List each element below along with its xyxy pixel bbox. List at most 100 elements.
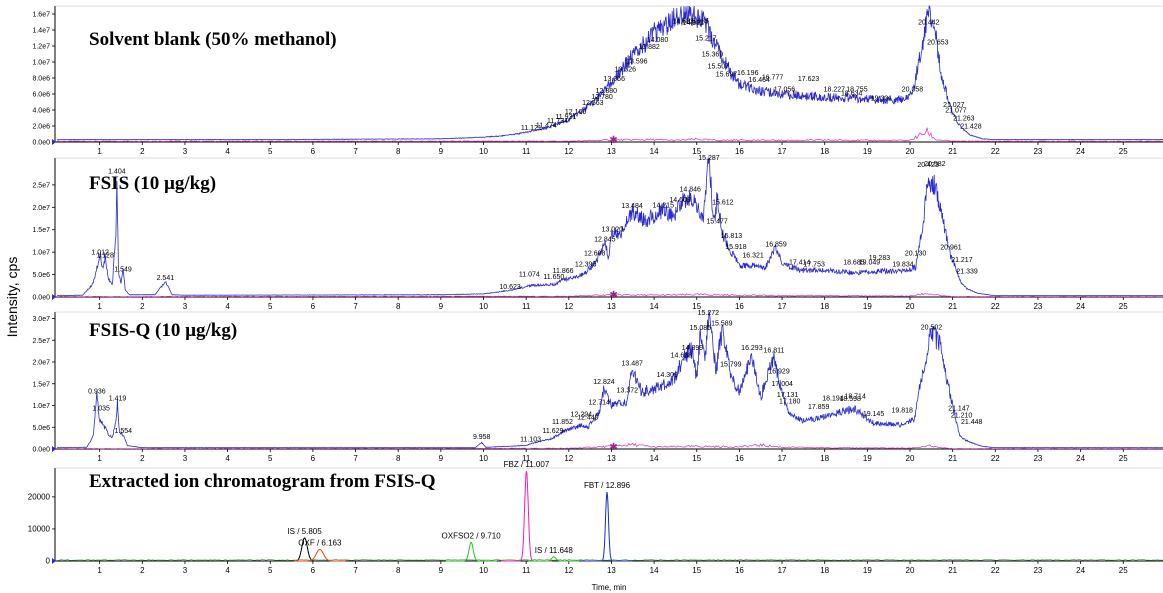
x-tick-label: 5: [268, 147, 273, 156]
x-tick-label: 22: [991, 302, 1000, 311]
peak-label: 1.549: [114, 266, 132, 273]
x-tick-label: 4: [225, 302, 230, 311]
peak-label: 14.638: [671, 353, 693, 360]
peak-label: 16.777: [762, 75, 784, 82]
x-tick-label: 5: [268, 566, 273, 575]
x-tick-label: 12: [564, 147, 573, 156]
baseline-trace: [56, 292, 1163, 298]
peak-label: 21.077: [945, 107, 967, 114]
x-tick-label: 14: [650, 302, 659, 311]
peak-label: 15.287: [698, 155, 720, 162]
y-tick-label: 1.5e7: [32, 381, 50, 388]
x-tick-label: 11: [522, 566, 531, 575]
panel-fsis-q: FSIS-Q (10 µg/kg) 0.0e0 5.0e6 1.0e7 1.5e7 2.…: [32, 310, 1163, 463]
x-tick-label: 15: [692, 454, 701, 463]
peak-label: 15.589: [711, 320, 733, 327]
x-tick-label: 17: [778, 147, 787, 156]
peak-label: 12.608: [584, 251, 606, 258]
peak-label: 21.339: [956, 269, 978, 276]
peak-label: 20.961: [940, 244, 962, 251]
y-tick-label: 2.5e7: [32, 182, 50, 189]
peak-label: 18.194: [822, 395, 844, 402]
asterisk-marker-icon: ✱: [609, 135, 617, 146]
peak-label: 17.623: [798, 76, 820, 83]
x-tick-label: 12: [564, 566, 573, 575]
x-tick-label: 3: [183, 566, 188, 575]
peak-label: 18.714: [844, 394, 866, 401]
x-tick-label: 20: [906, 147, 915, 156]
peak-label: 14.846: [679, 187, 701, 194]
origin-marker-icon: [52, 294, 56, 300]
peak-label: 15.217: [695, 35, 717, 42]
x-tick-label: 15: [692, 302, 701, 311]
x-tick-label: 12: [564, 454, 573, 463]
peak-label: 20.130: [905, 251, 927, 258]
peak-label: 16.859: [765, 241, 787, 248]
x-tick-label: 25: [1119, 147, 1128, 156]
y-tick-label: 5.0e6: [32, 425, 50, 432]
x-tick-label: 24: [1076, 454, 1085, 463]
peak-label: 18.634: [841, 91, 863, 98]
x-tick-label: 16: [735, 566, 744, 575]
peak-label: 15.799: [720, 361, 742, 368]
x-tick-label: 21: [948, 566, 957, 575]
peak-label: 19.834: [892, 262, 914, 269]
peak-label: 11.103: [520, 437, 541, 444]
y-tick-label: 6.0e6: [32, 92, 50, 99]
x-tick-label: 3: [183, 147, 188, 156]
y-tick-label: 0.0e0: [32, 447, 50, 454]
peak-label: 2.541: [157, 275, 175, 282]
peak-label: 14.215: [653, 202, 675, 209]
peak-label: 14.899: [682, 345, 704, 352]
peak-label: 19.145: [863, 411, 885, 418]
y-tick-label: 0: [46, 557, 51, 566]
peak-label: 13.020: [602, 227, 624, 234]
x-tick-label: 10: [479, 454, 488, 463]
panel-title: Solvent blank (50% methanol): [89, 29, 337, 50]
y-tick-label: 1.0e7: [32, 250, 50, 257]
peak-label: 21.448: [961, 419, 983, 426]
x-tick-label: 2: [140, 147, 145, 156]
peak-label: 17.859: [808, 404, 830, 411]
ion-peak-trace: [445, 541, 497, 562]
peak-label: 11.734: [547, 118, 568, 125]
peak-label: 19.818: [892, 407, 914, 414]
peak-label: 17.180: [779, 398, 801, 405]
asterisk-marker-icon: ✱: [609, 290, 617, 301]
x-tick-label: 24: [1076, 302, 1085, 311]
x-tick-label: 13: [607, 566, 616, 575]
x-tick-label: 6: [311, 566, 316, 575]
ion-peak-trace: [528, 556, 580, 562]
y-axis-label: Intensity, cps: [4, 257, 20, 338]
tic-trace: [56, 5, 1163, 141]
peak-label: 11.629: [543, 428, 564, 435]
x-tick-label: 21: [948, 147, 957, 156]
peak-label: 14.080: [647, 37, 669, 44]
x-tick-label: 25: [1119, 454, 1128, 463]
peak-label: 11.852: [552, 419, 573, 426]
x-tick-label: 3: [183, 454, 188, 463]
x-tick-label: 16: [735, 302, 744, 311]
x-tick-label: 20: [906, 454, 915, 463]
peak-label: 1.128: [96, 253, 114, 260]
peak-label: 11.650: [543, 274, 564, 281]
x-tick-label: 4: [225, 147, 230, 156]
peak-label: 20.442: [918, 19, 940, 26]
x-tick-label: 10: [479, 566, 488, 575]
x-tick-label: 12: [564, 302, 573, 311]
peak-label: 12.160: [565, 109, 587, 116]
x-tick-label: 22: [991, 454, 1000, 463]
y-tick-label: 1.0e7: [32, 60, 50, 67]
peak-label: 19.283: [869, 255, 891, 262]
peak-label: 16.929: [768, 368, 790, 375]
peak-label: 12.824: [593, 379, 615, 386]
y-tick-label: 4.0e6: [32, 108, 50, 115]
y-tick-label: 1.0e7: [32, 403, 50, 410]
x-tick-label: 19: [863, 147, 872, 156]
y-tick-label: 5.0e6: [32, 272, 50, 279]
x-tick-label: 3: [183, 302, 188, 311]
peak-label: 20.653: [927, 39, 949, 46]
x-tick-label: 7: [353, 147, 358, 156]
y-tick-label: 1.4e7: [32, 28, 50, 35]
